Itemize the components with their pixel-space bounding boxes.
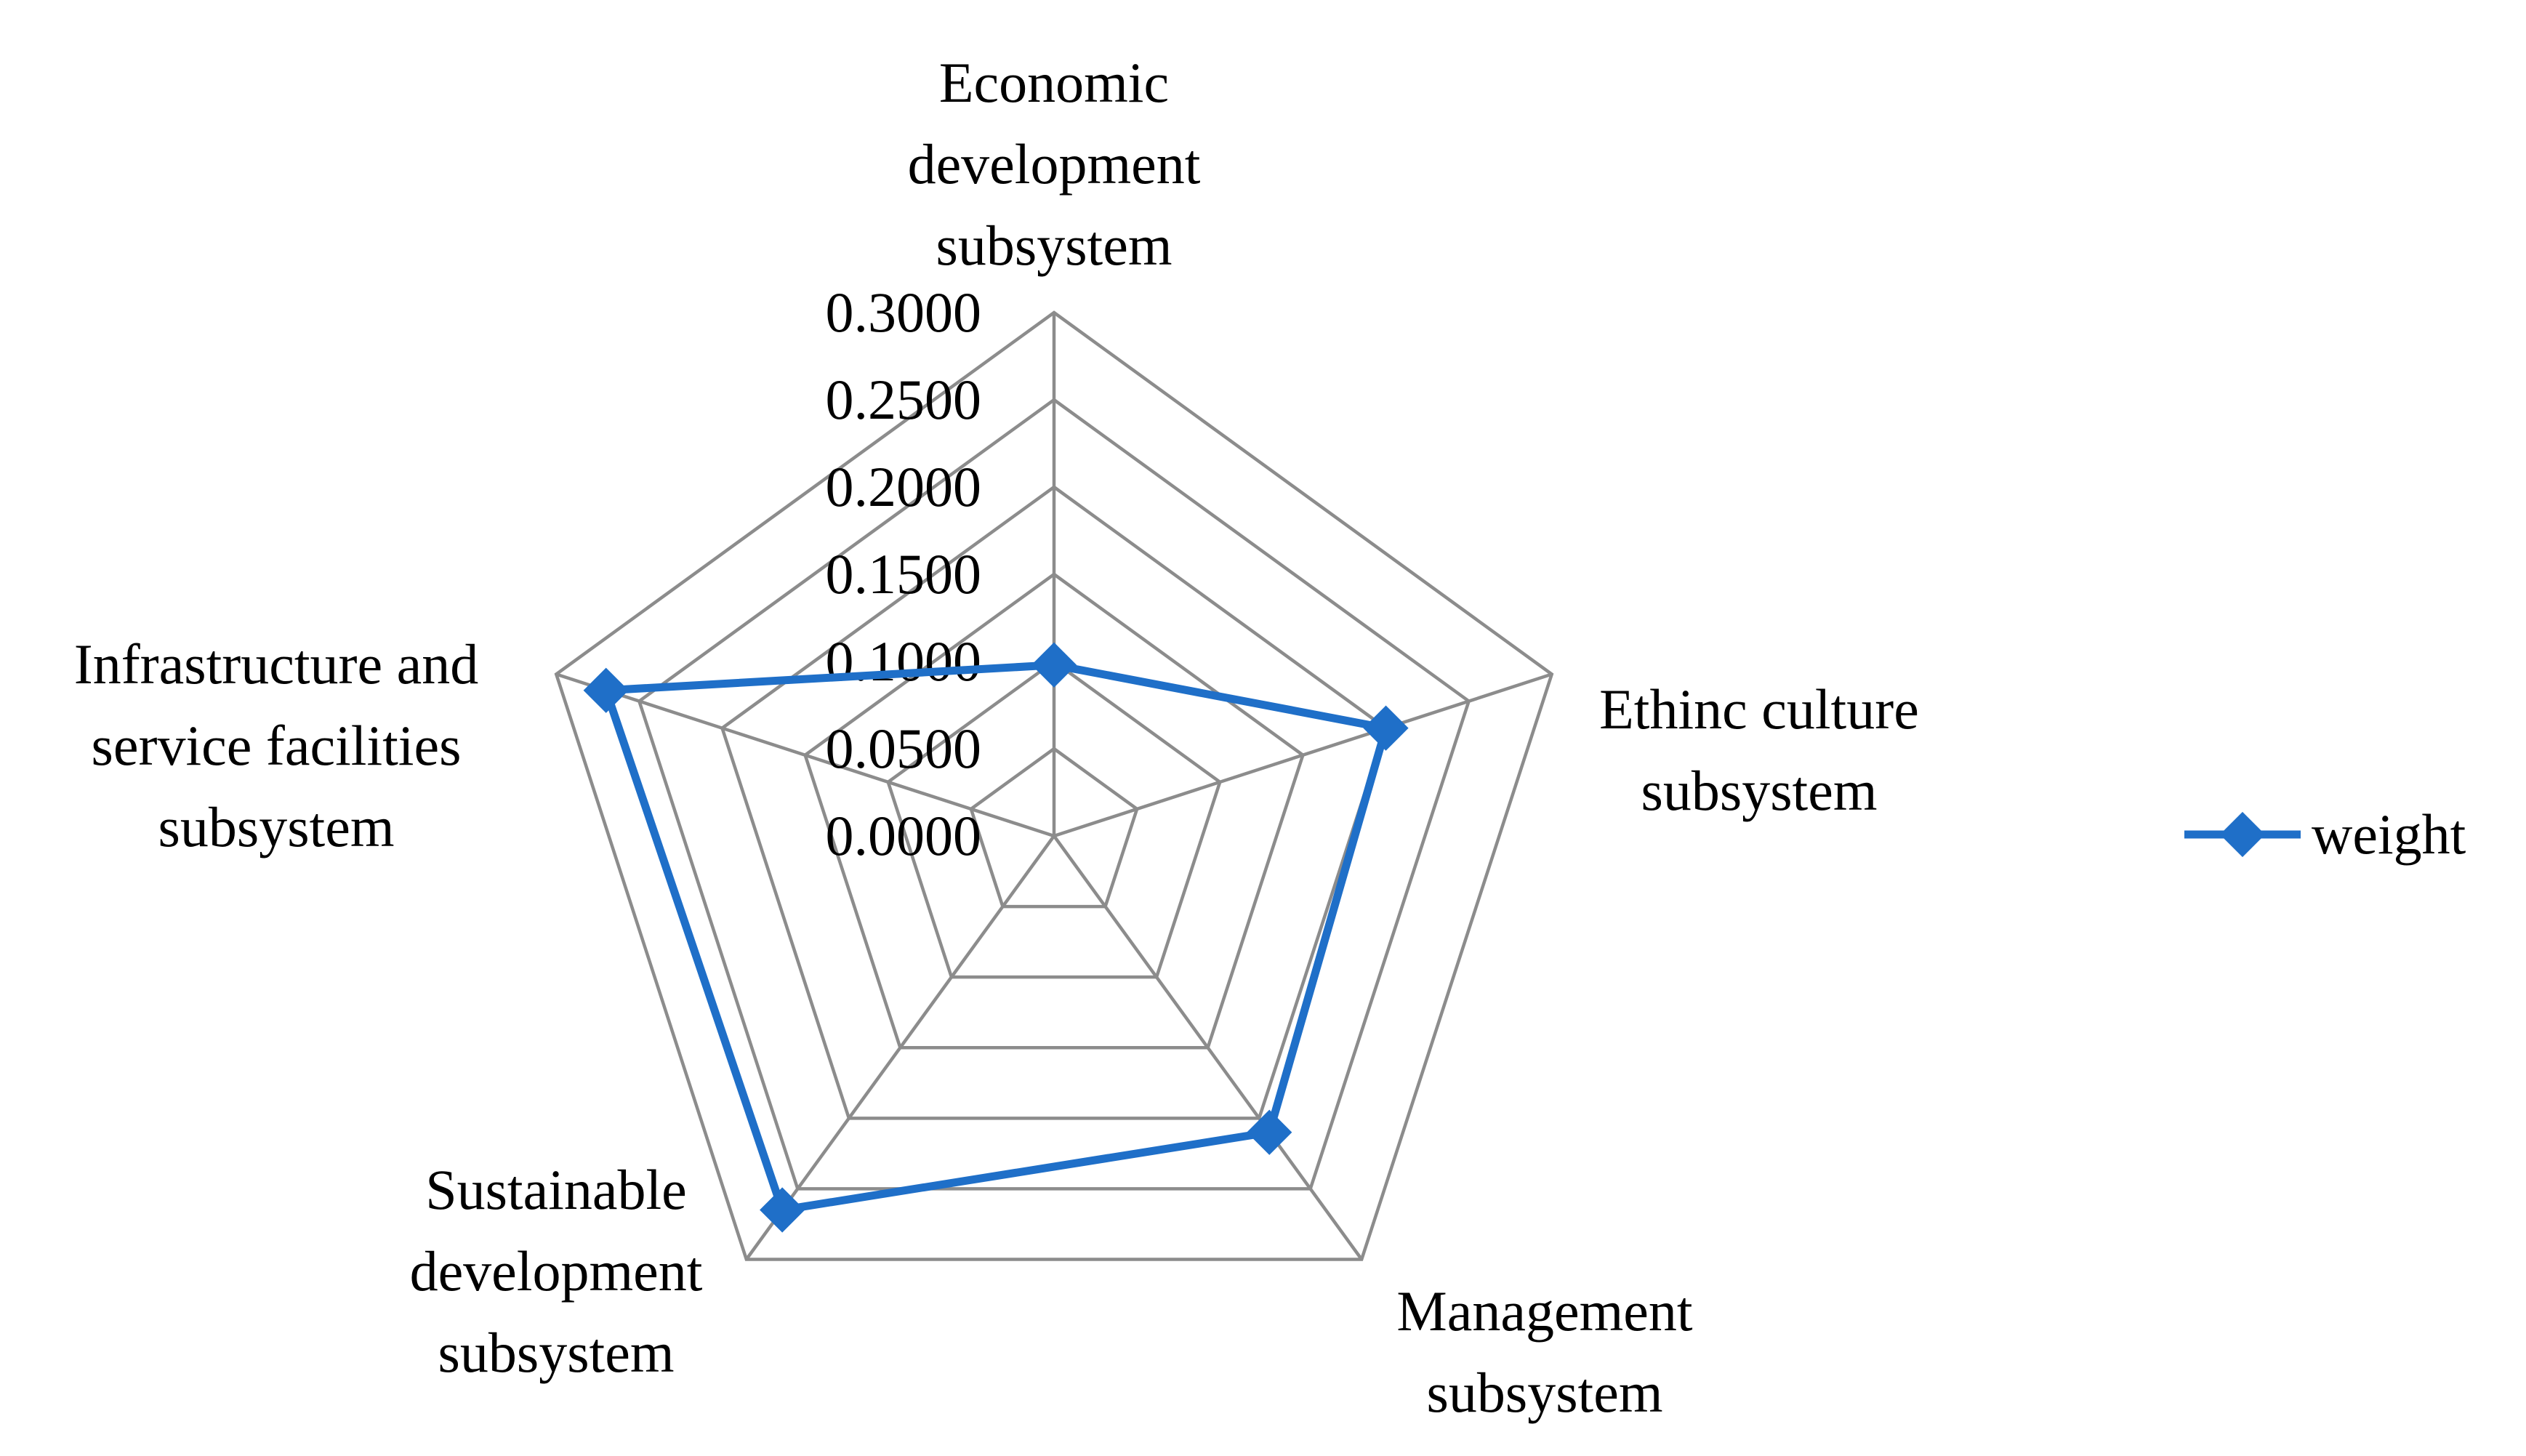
axis-label-line: Economic [939, 51, 1169, 114]
axis-label-line: Ethinc culture [1599, 677, 1919, 741]
data-point [1247, 1109, 1292, 1155]
tick-label: 0.2500 [826, 368, 982, 431]
tick-label: 0.1000 [826, 630, 982, 693]
grid-ring-6 [554, 310, 1554, 1261]
axis-label-line: Infrastructure and [74, 632, 479, 696]
tick-label: 0.0000 [826, 804, 982, 867]
data-point [760, 1187, 805, 1233]
grid-spoke-1 [1053, 672, 1553, 838]
grid-spoke-2 [1053, 834, 1364, 1260]
axis-label-line: subsystem [438, 1321, 674, 1384]
tick-label: 0.3000 [826, 281, 982, 344]
axis-label-line: development [908, 132, 1201, 196]
tick-label: 0.2000 [826, 455, 982, 518]
grid-ring-1 [969, 747, 1139, 909]
legend-label-weight: weight [2312, 803, 2466, 866]
legend-marker-diamond [2219, 811, 2266, 858]
tick-label: 0.0500 [826, 717, 982, 780]
grid-ring-3 [803, 572, 1306, 1050]
radar-grid [554, 310, 1554, 1261]
axis-label: Economic development subsystem [908, 51, 1201, 277]
axis-label-line: subsystem [936, 214, 1172, 277]
legend: weight [2184, 803, 2466, 866]
data-point [1031, 642, 1077, 688]
series-line-weight [602, 661, 1391, 1215]
axis-label: Ethinc culture subsystem [1599, 677, 1919, 822]
axis-label-line: development [410, 1239, 703, 1303]
axis-label-line: subsystem [1426, 1361, 1662, 1424]
tick-label: 0.1500 [826, 542, 982, 606]
radial-tick-labels: 0.0000 0.0500 0.1000 0.1500 0.2000 0.2500 0.30… [826, 281, 982, 867]
grid-ring-4 [720, 485, 1388, 1120]
axis-label: Management subsystem [1396, 1279, 1693, 1424]
axis-label-line: subsystem [1641, 759, 1877, 822]
data-point [583, 667, 629, 713]
axis-label-line: Management [1396, 1279, 1693, 1343]
grid-spoke-4 [555, 672, 1055, 838]
grid-spoke-3 [744, 834, 1055, 1260]
axis-label: Infrastructure and service facilities subs… [74, 632, 479, 858]
axis-label-line: Sustainable [425, 1158, 687, 1221]
grid-ring-2 [886, 659, 1222, 979]
axis-label-line: subsystem [158, 795, 394, 858]
data-point [1363, 705, 1409, 751]
axis-label: Sustainable development subsystem [410, 1158, 703, 1384]
grid-ring-5 [637, 398, 1471, 1191]
axis-label-line: service facilities [92, 714, 462, 777]
series-layer [583, 642, 1409, 1233]
